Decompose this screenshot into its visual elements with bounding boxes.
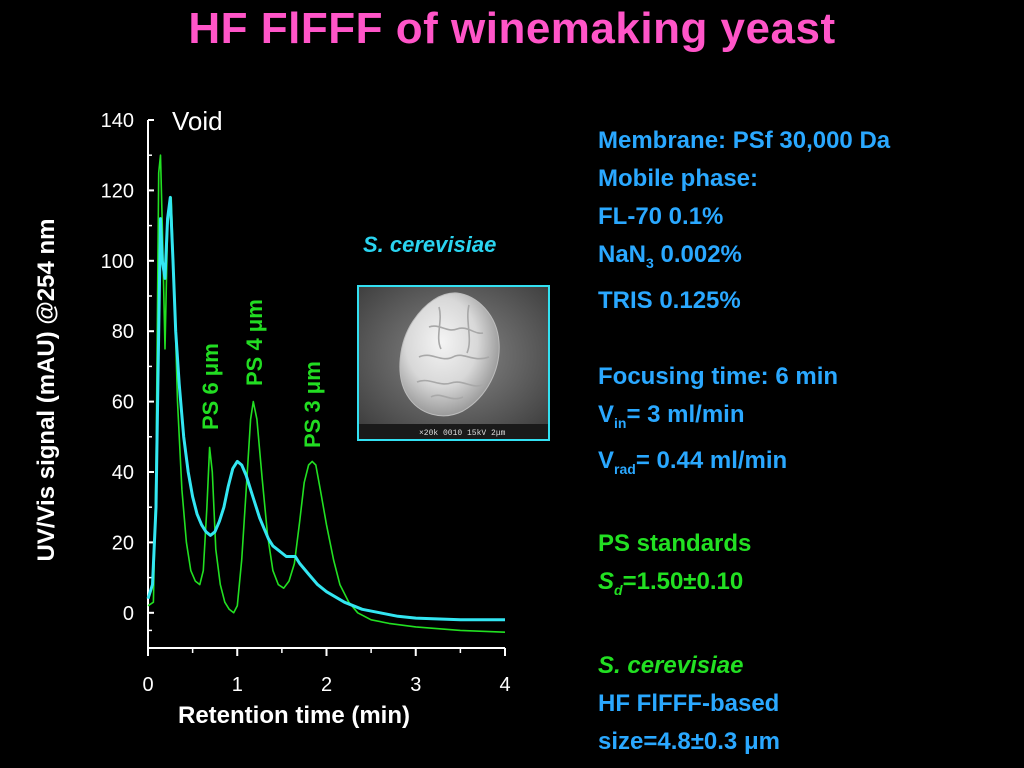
void-label: Void: [172, 106, 223, 136]
species-image-label: S. cerevisiae: [363, 232, 497, 257]
sem-micrograph: ×20k 0010 15kV 2μm: [357, 285, 550, 441]
info-size: size=4.8±0.3 μm: [598, 728, 780, 756]
y-tick-label: 20: [112, 532, 134, 554]
info-method: HF FlFFF-based: [598, 690, 780, 718]
sample-trace: [146, 195, 505, 622]
chart-axes: 0 20 40 60 80 100 120 140 0 1 2 3 4: [101, 110, 511, 696]
y-tick-label: 80: [112, 321, 134, 343]
info-fl70: FL-70 0.1%: [598, 203, 724, 230]
x-tick-label: 0: [142, 674, 153, 696]
y-axis-label: UV/Vis signal (mAU) @254 nm: [33, 218, 60, 562]
info-sd: Sd=1.50±0.10: [598, 568, 744, 599]
info-focusing-time: Focusing time: 6 min: [598, 362, 839, 390]
info-tris: TRIS 0.125%: [598, 286, 741, 314]
peak-label-ps4: PS 4 μm: [242, 299, 267, 386]
x-tick-label: 3: [410, 674, 421, 696]
sem-scale-text: ×20k 0010 15kV 2μm: [419, 429, 506, 438]
info-membrane: Membrane: PSf 30,000 Da: [598, 127, 891, 154]
x-tick-label: 1: [232, 674, 243, 696]
info-nan3: NaN3 0.002%: [598, 241, 742, 271]
info-ps-standards: PS standards: [598, 530, 752, 558]
yeast-cell-image: ×20k 0010 15kV 2μm: [359, 287, 548, 439]
y-tick-label: 140: [101, 110, 134, 132]
info-vrad: Vrad= 0.44 ml/min: [598, 446, 788, 477]
y-tick-label: 40: [112, 462, 134, 484]
x-tick-label: 4: [499, 674, 510, 696]
y-tick-label: 100: [101, 251, 134, 273]
peak-label-ps6: PS 6 μm: [198, 343, 223, 430]
info-species: S. cerevisiae: [598, 652, 744, 680]
y-tick-label: 120: [101, 180, 134, 202]
info-mobile-phase: Mobile phase:: [598, 165, 759, 192]
y-tick-label: 0: [123, 603, 134, 625]
chart-traces: [146, 154, 506, 633]
y-tick-label: 60: [112, 392, 134, 414]
slide-title: HF FlFFF of winemaking yeast: [188, 4, 836, 53]
peak-label-ps3: PS 3 μm: [300, 361, 325, 448]
method-info-panel: Membrane: PSf 30,000 Da Mobile phase: FL…: [598, 122, 890, 761]
info-vin: Vin= 3 ml/min: [598, 400, 745, 431]
x-axis-label: Retention time (min): [178, 702, 410, 729]
x-tick-label: 2: [321, 674, 332, 696]
